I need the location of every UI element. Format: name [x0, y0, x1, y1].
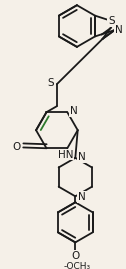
Text: N: N: [78, 152, 86, 162]
Text: S: S: [48, 78, 54, 88]
Text: N: N: [78, 192, 86, 202]
Text: O: O: [12, 143, 20, 153]
Text: -OCH₃: -OCH₃: [64, 262, 91, 269]
Text: S: S: [108, 16, 115, 26]
Text: N: N: [70, 106, 78, 116]
Text: N: N: [115, 25, 123, 35]
Text: O: O: [71, 251, 80, 261]
Text: HN: HN: [58, 150, 73, 160]
